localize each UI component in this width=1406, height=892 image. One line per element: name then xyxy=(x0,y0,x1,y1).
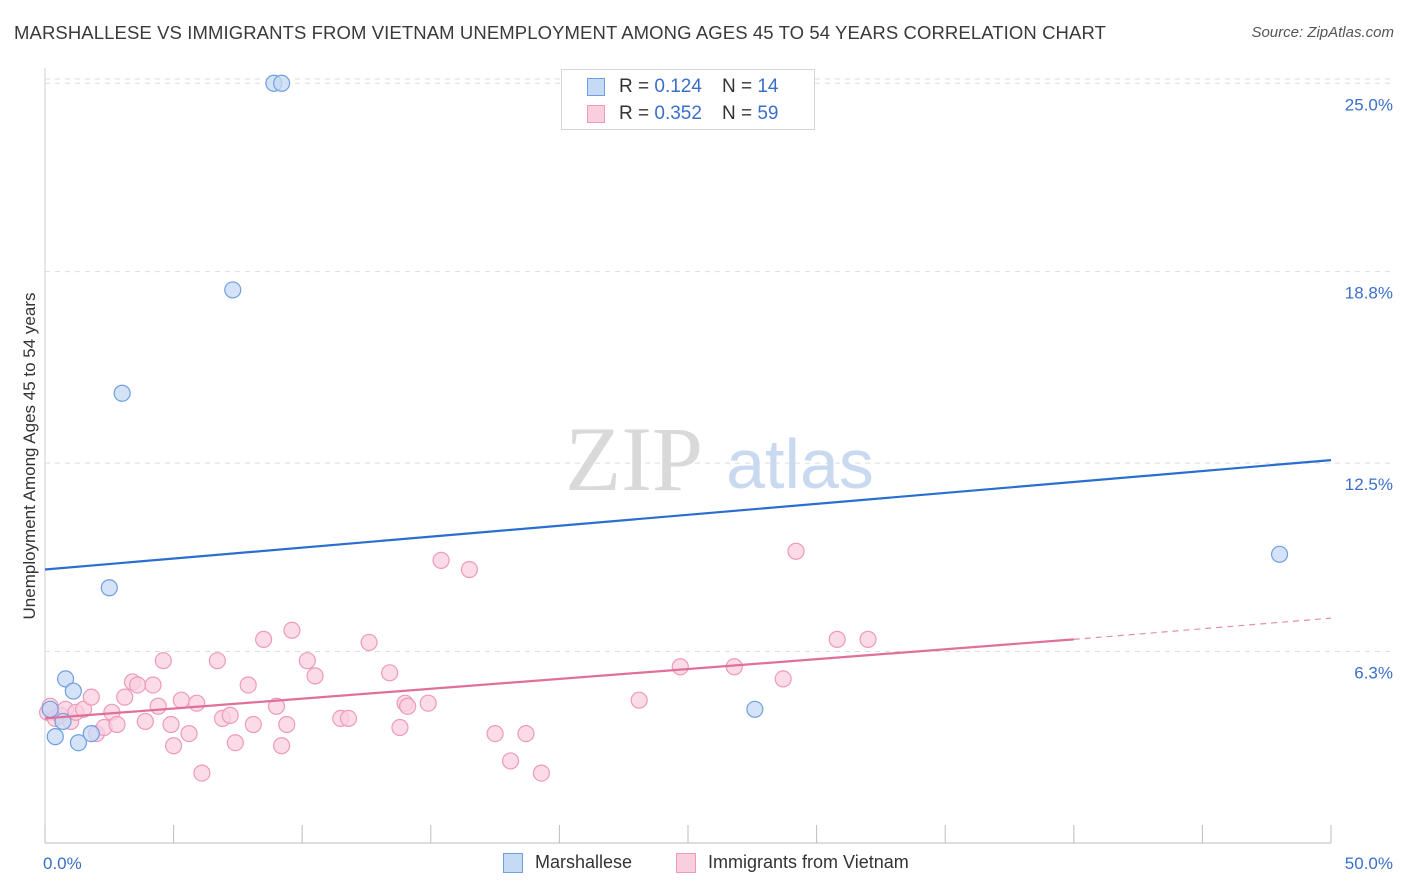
vietnam-point xyxy=(283,621,301,639)
vietnam-point xyxy=(226,734,244,752)
trend-lines xyxy=(44,459,1332,720)
vietnam-point xyxy=(273,737,291,755)
vietnam-point xyxy=(108,715,126,734)
y-tick-label: 6.3% xyxy=(1354,664,1393,683)
x-tick-label: 0.0% xyxy=(43,854,82,873)
marshallese-point xyxy=(746,700,764,718)
watermark-zip: ZIP xyxy=(565,408,703,510)
y-tick-label: 18.8% xyxy=(1345,284,1393,303)
vietnam-point xyxy=(82,688,100,706)
legend-n-label: N = xyxy=(721,103,753,124)
marshallese-point xyxy=(224,281,242,299)
vietnam-trend-extension xyxy=(1073,617,1332,640)
vietnam-point xyxy=(671,658,689,676)
vietnam-point xyxy=(381,664,399,682)
marshallese-point xyxy=(100,579,118,597)
vietnam-point xyxy=(828,630,846,648)
legend-r-value: 0.124 xyxy=(654,76,702,97)
marshallese-trend-line xyxy=(44,459,1332,571)
marshallese-point xyxy=(82,724,100,743)
legend-swatch-vietnam xyxy=(587,105,605,123)
vietnam-point xyxy=(391,718,409,737)
vietnam-point xyxy=(154,652,172,670)
vietnam-point xyxy=(419,694,437,712)
vietnam-point xyxy=(180,724,198,743)
x-tick-label: 50.0% xyxy=(1345,854,1393,873)
vietnam-point xyxy=(149,697,167,715)
vietnam-point xyxy=(501,752,520,770)
tick-labels: 6.3% 12.5% 18.8% 25.0% 0.0% 50.0% xyxy=(43,95,1393,873)
vietnam-point xyxy=(116,688,134,706)
legend-n-value: 59 xyxy=(757,103,779,124)
grid-lines xyxy=(45,78,1392,653)
legend-r-label: R = xyxy=(619,103,650,124)
y-tick-label: 12.5% xyxy=(1345,475,1393,494)
vietnam-point xyxy=(339,709,358,728)
legend-n-label: N = xyxy=(721,76,753,97)
marshallese-point xyxy=(273,74,291,92)
vietnam-point xyxy=(399,697,417,715)
legend-row-marshallese: R = 0.124 N = 14 xyxy=(587,75,778,99)
vietnam-point xyxy=(630,691,648,709)
vietnam-point xyxy=(306,667,324,685)
legend-row-vietnam: R = 0.352 N = 59 xyxy=(587,102,778,126)
marshallese-point xyxy=(46,728,64,746)
vietnam-point xyxy=(188,694,206,712)
data-points xyxy=(38,74,1289,782)
marshallese-point xyxy=(56,670,75,688)
source-credit: Source: ZipAtlas.com xyxy=(1251,24,1394,41)
vietnam-point xyxy=(162,715,180,734)
vietnam-point xyxy=(255,630,273,648)
vietnam-point xyxy=(460,560,478,579)
marshallese-point xyxy=(1270,545,1289,563)
vietnam-point xyxy=(298,652,316,670)
vietnam-point xyxy=(267,697,286,715)
vietnam-point xyxy=(859,630,877,648)
vietnam-point xyxy=(787,542,805,560)
vietnam-point xyxy=(128,676,147,694)
vietnam-point xyxy=(360,633,378,652)
legend-n-value: 14 xyxy=(757,76,779,97)
series-label-vietnam: Immigrants from Vietnam xyxy=(708,852,909,872)
series-legend-marshallese[interactable]: Marshallese xyxy=(503,852,632,873)
vietnam-point xyxy=(172,691,190,709)
legend-r-value: 0.352 xyxy=(654,103,702,124)
stats-legend: R = 0.124 N = 14 R = 0.352 N = 59 xyxy=(561,69,815,130)
vietnam-point xyxy=(144,676,162,694)
series-swatch-vietnam xyxy=(676,852,696,873)
vietnam-point xyxy=(136,712,154,731)
chart-title: MARSHALLESE VS IMMIGRANTS FROM VIETNAM U… xyxy=(14,22,1106,43)
vietnam-point xyxy=(486,724,504,743)
series-label-marshallese: Marshallese xyxy=(535,852,633,872)
vietnam-point xyxy=(208,652,226,670)
vietnam-point xyxy=(193,764,211,782)
vietnam-point xyxy=(221,706,239,724)
y-tick-label: 25.0% xyxy=(1345,95,1393,114)
vietnam-point xyxy=(74,700,93,718)
legend-swatch-marshallese xyxy=(587,78,605,96)
vietnam-point xyxy=(239,676,257,694)
marshallese-point xyxy=(41,700,59,718)
marshallese-point xyxy=(113,384,131,402)
series-swatch-marshallese xyxy=(503,852,523,873)
vietnam-point xyxy=(517,724,535,743)
vietnam-point xyxy=(774,670,792,688)
legend-r-label: R = xyxy=(619,76,650,97)
marshallese-point xyxy=(69,734,88,752)
vietnam-point xyxy=(532,764,550,782)
vietnam-point xyxy=(278,715,296,734)
series-legend: Marshallese Immigrants from Vietnam xyxy=(0,852,1406,876)
vietnam-trend-line xyxy=(44,638,1074,720)
vietnam-point xyxy=(165,737,183,755)
watermark: ZIP atlas xyxy=(565,408,874,510)
series-legend-vietnam[interactable]: Immigrants from Vietnam xyxy=(676,852,909,873)
vietnam-point xyxy=(432,551,450,569)
marshallese-point xyxy=(64,682,82,700)
watermark-atlas: atlas xyxy=(726,425,874,503)
vietnam-point xyxy=(244,715,262,734)
